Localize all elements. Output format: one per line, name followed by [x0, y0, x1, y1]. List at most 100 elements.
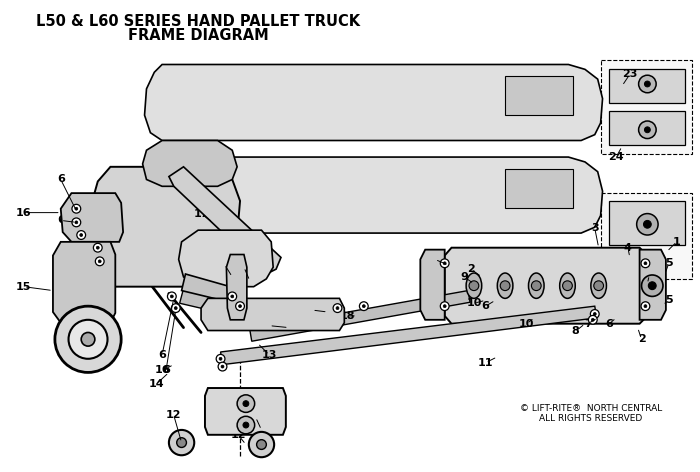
Circle shape	[500, 281, 510, 291]
Circle shape	[69, 320, 108, 359]
Polygon shape	[169, 167, 281, 274]
Text: 1: 1	[673, 237, 680, 247]
Text: 16: 16	[154, 365, 170, 376]
Text: 10: 10	[466, 298, 482, 308]
Polygon shape	[144, 65, 603, 141]
Circle shape	[176, 438, 186, 447]
Circle shape	[172, 303, 180, 312]
Polygon shape	[180, 288, 267, 323]
Text: 21: 21	[236, 262, 252, 272]
Circle shape	[641, 302, 650, 311]
Circle shape	[218, 362, 227, 371]
Circle shape	[228, 292, 237, 301]
Circle shape	[443, 305, 446, 308]
Text: 9: 9	[460, 272, 468, 282]
Text: 5: 5	[665, 295, 673, 305]
Circle shape	[645, 127, 650, 133]
Polygon shape	[601, 59, 692, 154]
Ellipse shape	[466, 273, 482, 298]
Circle shape	[216, 354, 225, 363]
Text: 6: 6	[162, 365, 170, 376]
Text: 17: 17	[193, 209, 209, 219]
Circle shape	[644, 305, 647, 308]
Polygon shape	[505, 169, 573, 208]
Text: 2: 2	[638, 334, 645, 344]
Ellipse shape	[591, 273, 606, 298]
Circle shape	[237, 416, 255, 434]
Circle shape	[589, 315, 597, 324]
Text: 14: 14	[148, 379, 164, 389]
Circle shape	[644, 262, 647, 265]
Circle shape	[469, 281, 479, 291]
Circle shape	[248, 432, 274, 457]
Circle shape	[641, 275, 663, 296]
Circle shape	[75, 221, 78, 224]
Text: L50 & L60 SERIES HAND PALLET TRUCK: L50 & L60 SERIES HAND PALLET TRUCK	[36, 14, 360, 29]
Text: © LIFT-RITE®  NORTH CENTRAL
ALL RIGHTS RESERVED: © LIFT-RITE® NORTH CENTRAL ALL RIGHTS RE…	[519, 404, 662, 423]
Text: 6: 6	[431, 254, 439, 264]
Text: 6: 6	[482, 301, 489, 311]
Polygon shape	[505, 76, 573, 115]
Text: 6: 6	[606, 319, 613, 329]
Circle shape	[236, 302, 244, 311]
Circle shape	[645, 81, 650, 87]
Text: 6: 6	[57, 215, 64, 226]
Polygon shape	[444, 248, 648, 324]
Polygon shape	[420, 250, 444, 320]
Circle shape	[643, 220, 651, 228]
Polygon shape	[610, 201, 685, 245]
Polygon shape	[53, 242, 116, 323]
Circle shape	[169, 430, 194, 455]
Circle shape	[594, 281, 603, 291]
Polygon shape	[181, 274, 237, 303]
Polygon shape	[144, 157, 603, 233]
Polygon shape	[61, 193, 123, 242]
Text: 6: 6	[158, 350, 166, 360]
Text: 19: 19	[304, 305, 320, 315]
Circle shape	[81, 332, 94, 346]
Circle shape	[638, 121, 656, 139]
Circle shape	[219, 357, 222, 360]
Circle shape	[531, 281, 541, 291]
Text: 2: 2	[467, 264, 475, 274]
Polygon shape	[201, 298, 344, 330]
Circle shape	[80, 234, 83, 236]
Text: 10: 10	[519, 319, 534, 329]
Circle shape	[75, 207, 78, 210]
Text: 16: 16	[16, 208, 32, 218]
Circle shape	[55, 306, 121, 372]
Ellipse shape	[497, 273, 513, 298]
Circle shape	[167, 292, 176, 301]
Circle shape	[239, 305, 241, 308]
Circle shape	[641, 259, 650, 268]
Circle shape	[363, 305, 365, 308]
Circle shape	[77, 231, 85, 239]
Circle shape	[243, 422, 248, 428]
Circle shape	[72, 204, 80, 213]
Polygon shape	[178, 230, 273, 287]
Circle shape	[97, 246, 99, 249]
Text: 6: 6	[57, 175, 64, 185]
Text: 23: 23	[622, 69, 638, 79]
Circle shape	[333, 303, 342, 312]
Polygon shape	[143, 141, 237, 186]
Polygon shape	[226, 254, 247, 320]
Circle shape	[221, 365, 224, 368]
Circle shape	[440, 302, 449, 311]
Text: 3: 3	[591, 223, 598, 233]
Text: 24: 24	[608, 152, 624, 162]
Text: 11: 11	[478, 358, 493, 368]
Polygon shape	[640, 250, 666, 320]
Circle shape	[443, 262, 446, 265]
Circle shape	[237, 395, 255, 413]
Circle shape	[170, 295, 174, 298]
Text: 12: 12	[230, 430, 246, 440]
Polygon shape	[610, 69, 685, 103]
Circle shape	[95, 257, 104, 266]
Circle shape	[359, 302, 368, 311]
Text: 6: 6	[265, 320, 273, 331]
Circle shape	[174, 307, 177, 310]
Text: 5: 5	[665, 258, 673, 268]
Circle shape	[98, 260, 102, 263]
Polygon shape	[220, 306, 596, 365]
